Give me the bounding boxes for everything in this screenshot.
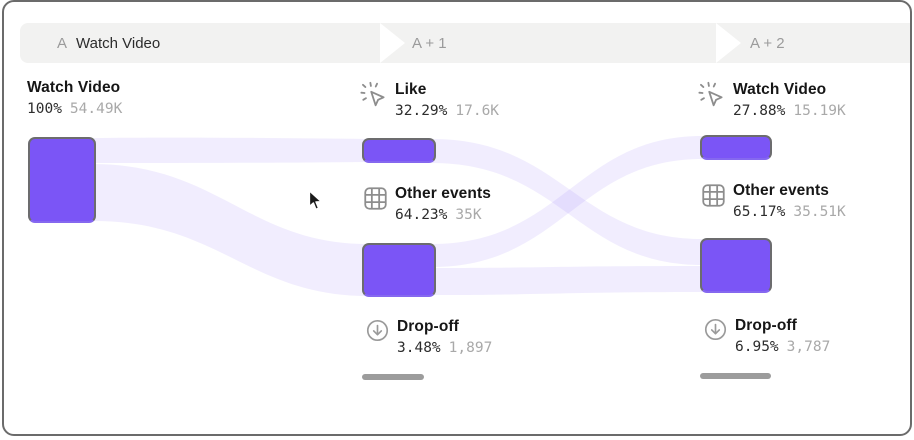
node-count: 17.6K bbox=[455, 103, 500, 119]
grid-icon bbox=[364, 187, 387, 210]
node-label-other-events-1[interactable]: Other events 64.23% 35K bbox=[364, 184, 491, 224]
step-tab-a[interactable]: A Watch Video bbox=[20, 23, 436, 63]
node-percent: 64.23% bbox=[395, 207, 448, 223]
step-badge: A bbox=[57, 34, 68, 52]
node-count: 35K bbox=[455, 207, 482, 223]
node-percent: 3.48% bbox=[397, 340, 441, 356]
node-block-watch-video-2[interactable] bbox=[700, 135, 772, 160]
step-arrow-notch bbox=[716, 23, 741, 63]
node-title: Other events bbox=[733, 182, 829, 199]
node-label-watch-video-2[interactable]: Watch Video 27.88% 15.19K bbox=[698, 80, 846, 120]
node-title: Other events bbox=[395, 185, 491, 202]
click-icon bbox=[360, 81, 387, 108]
dropoff-arrow-icon bbox=[366, 319, 389, 342]
step-label: Watch Video bbox=[76, 34, 161, 52]
step-tab-a1[interactable]: A + 1 bbox=[380, 23, 767, 63]
grid-icon bbox=[702, 184, 725, 207]
step-label: A + 1 bbox=[412, 34, 447, 52]
node-title: Drop-off bbox=[397, 318, 459, 335]
node-count: 3,787 bbox=[786, 339, 831, 355]
dropoff-bar-1 bbox=[362, 374, 424, 380]
node-percent: 27.88% bbox=[733, 103, 786, 119]
node-percent: 6.95% bbox=[735, 339, 779, 355]
flow-watchvideo-to-like[interactable] bbox=[94, 137, 368, 163]
node-block-like[interactable] bbox=[362, 138, 436, 163]
flow-otherevents-to-otherevents2[interactable] bbox=[432, 266, 702, 295]
node-label-like[interactable]: Like 32.29% 17.6K bbox=[360, 80, 499, 120]
node-label-watch-video-a[interactable]: Watch Video 100% 54.49K bbox=[27, 78, 122, 118]
node-count: 1,897 bbox=[448, 340, 493, 356]
node-label-other-events-2[interactable]: Other events 65.17% 35.51K bbox=[702, 181, 846, 221]
sankey-flows bbox=[94, 136, 702, 296]
node-title: Drop-off bbox=[735, 317, 797, 334]
step-tab-a2[interactable]: A + 2 bbox=[716, 23, 910, 63]
node-percent: 100% bbox=[27, 101, 62, 117]
node-count: 35.51K bbox=[793, 204, 846, 220]
node-percent: 65.17% bbox=[733, 204, 786, 220]
node-label-dropoff-1[interactable]: Drop-off 3.48% 1,897 bbox=[366, 317, 492, 357]
node-block-other-events-1[interactable] bbox=[362, 243, 436, 297]
step-arrow-notch bbox=[380, 23, 405, 63]
node-percent: 32.29% bbox=[395, 103, 448, 119]
node-title: Watch Video bbox=[27, 79, 121, 96]
node-block-watch-video-a[interactable] bbox=[28, 137, 96, 223]
dropoff-arrow-icon bbox=[704, 318, 727, 341]
node-label-dropoff-2[interactable]: Drop-off 6.95% 3,787 bbox=[704, 316, 830, 356]
flow-like-to-otherevents2[interactable] bbox=[432, 139, 702, 265]
node-count: 15.19K bbox=[793, 103, 846, 119]
click-icon bbox=[698, 81, 725, 108]
mouse-cursor bbox=[308, 190, 322, 210]
node-block-other-events-2[interactable] bbox=[700, 238, 772, 293]
flow-watchvideo-to-otherevents[interactable] bbox=[94, 164, 368, 296]
node-count: 54.49K bbox=[69, 101, 123, 117]
flow-otherevents-to-watchvideo2[interactable] bbox=[432, 136, 702, 267]
step-label: A + 2 bbox=[750, 34, 785, 52]
node-title: Like bbox=[395, 81, 427, 98]
node-title: Watch Video bbox=[733, 81, 827, 98]
dropoff-bar-2 bbox=[700, 373, 771, 379]
